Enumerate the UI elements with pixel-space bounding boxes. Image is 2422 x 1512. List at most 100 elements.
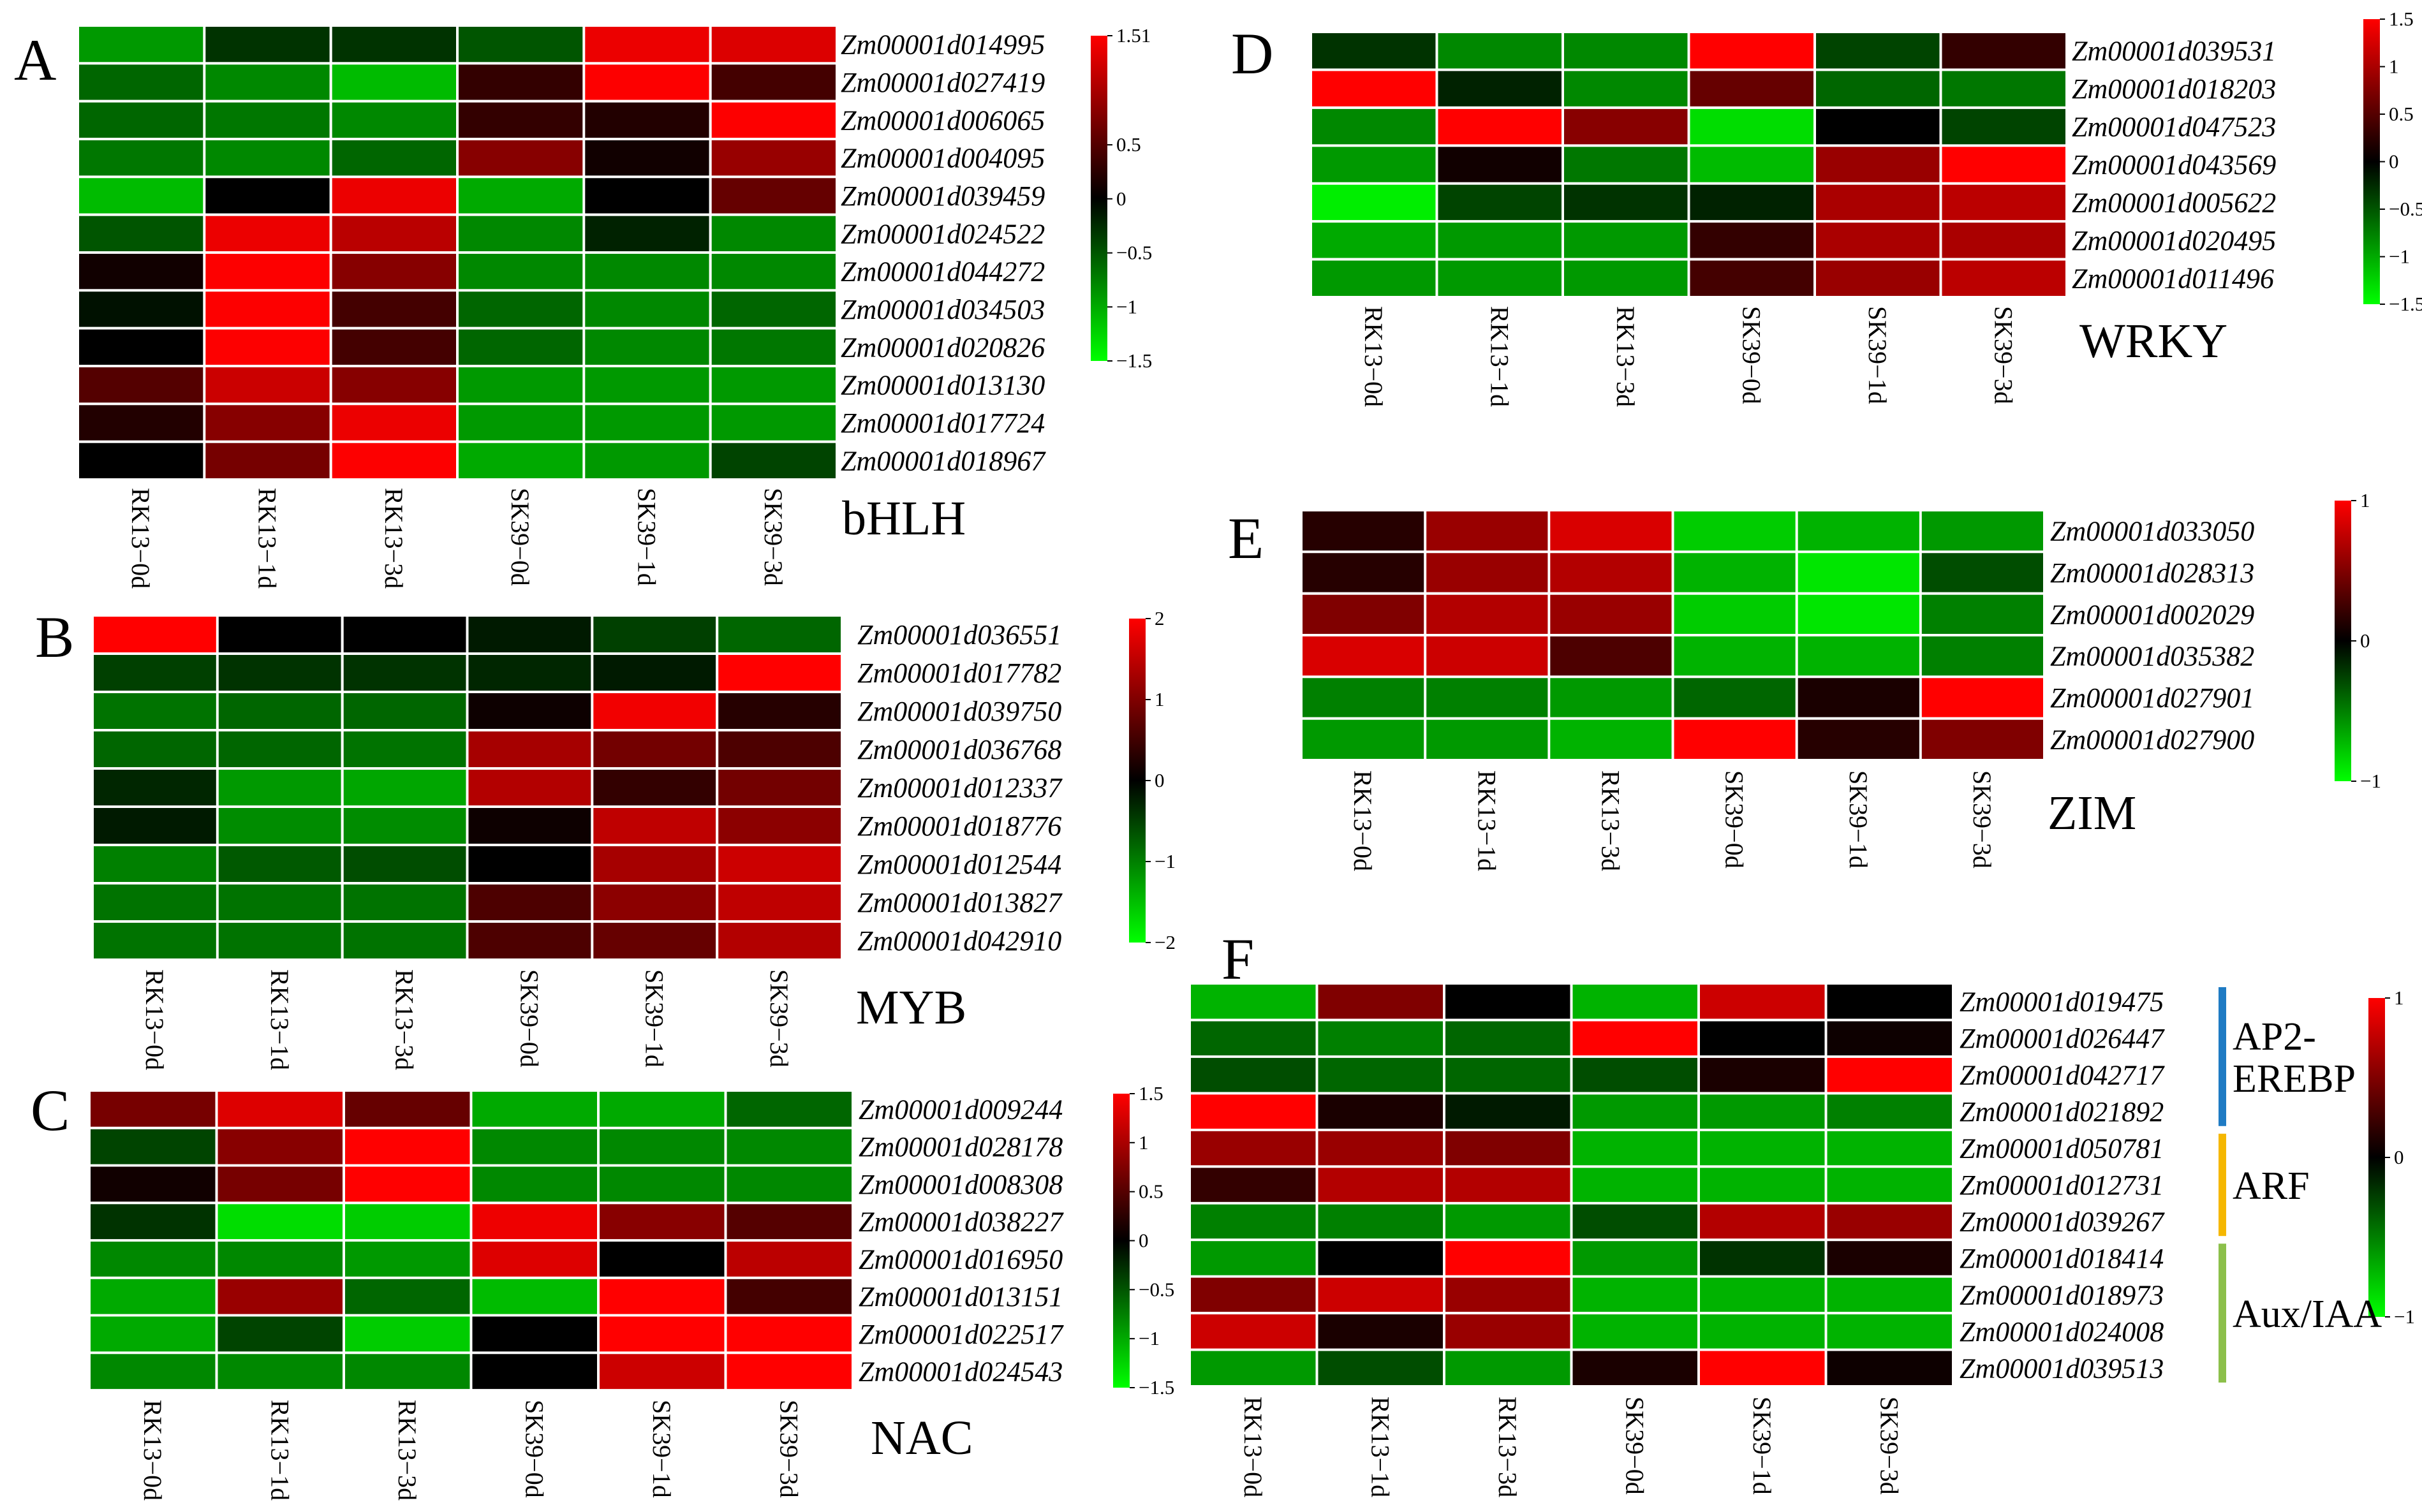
gene-label: Zm00001d043569 <box>2072 149 2276 180</box>
heatmap-cell <box>1445 1094 1570 1129</box>
heatmap-cell <box>1942 260 2065 296</box>
sample-label: SK39−1d <box>640 969 668 1068</box>
heatmap-cell <box>1303 719 1424 759</box>
sample-label: RK13−0d <box>126 488 155 589</box>
heatmap-cell <box>205 64 330 100</box>
gene-label: Zm00001d024543 <box>859 1356 1063 1388</box>
heatmap-cell <box>1700 1168 1825 1202</box>
heatmap-cell <box>205 102 330 138</box>
gene-label: Zm00001d034503 <box>841 294 1045 325</box>
heatmap-cell <box>1816 71 1940 106</box>
heatmap-cell <box>218 846 341 882</box>
heatmap-cell <box>472 1354 597 1390</box>
heatmap-cell <box>218 731 341 767</box>
heatmap-cell <box>345 1166 470 1202</box>
heatmap-cell <box>1318 1241 1443 1275</box>
color-scale-tick-label: −1 <box>1139 1327 1160 1349</box>
heatmap-cell <box>94 846 216 882</box>
heatmap-cell <box>1550 511 1672 551</box>
gene-label: Zm00001d018203 <box>2072 73 2276 105</box>
heatmap-cell <box>600 1092 725 1127</box>
heatmap-cell <box>345 1279 470 1314</box>
color-scale-tick-label: −1 <box>2360 770 2381 792</box>
heatmap-frame <box>1301 510 2044 760</box>
heatmap-cell <box>727 1242 852 1277</box>
heatmap-cell <box>1572 1241 1697 1275</box>
heatmap-cell <box>1572 1131 1697 1166</box>
heatmap-frame <box>89 1090 853 1390</box>
heatmap-panel-c: C Zm00001d009244 Zm00001d028178 Zm00001d008… <box>31 1078 1174 1501</box>
color-scale-tick-label: 0.5 <box>1116 133 1141 156</box>
heatmap-cell <box>332 329 456 365</box>
heatmap-cell <box>1318 1351 1443 1385</box>
gene-label: Zm00001d021892 <box>1960 1096 2164 1127</box>
heatmap-cell <box>1191 1021 1316 1055</box>
color-scale-tick-label: 1 <box>2394 987 2404 1009</box>
heatmap-cell <box>1318 1277 1443 1312</box>
heatmap-cell <box>1572 1314 1697 1349</box>
sample-label: RK13−1d <box>1472 770 1501 871</box>
heatmap-cell <box>1942 147 2065 182</box>
color-scale-bar <box>1113 1094 1130 1388</box>
heatmap-cell <box>343 923 466 958</box>
heatmap-cell <box>1690 260 1813 296</box>
color-scale-bar <box>2363 19 2380 304</box>
heatmap-cell <box>1921 594 2043 634</box>
heatmap-cell <box>205 443 330 478</box>
gene-label: Zm00001d047523 <box>2072 112 2276 143</box>
heatmap-cell <box>1438 71 1562 106</box>
gene-label: Zm00001d004095 <box>841 143 1045 174</box>
heatmap-cell <box>1700 1094 1825 1129</box>
heatmap-cell <box>218 1242 343 1277</box>
heatmap-cell <box>468 846 591 882</box>
heatmap-cell <box>593 617 716 652</box>
heatmap-cell <box>1550 678 1672 717</box>
heatmap-cell <box>1303 594 1424 634</box>
group-label: EREBP <box>2233 1057 2356 1101</box>
heatmap-cell <box>343 655 466 691</box>
heatmap-cell <box>1798 719 1919 759</box>
color-scale-tick-label: −1 <box>2389 246 2410 268</box>
heatmap-cell <box>205 27 330 62</box>
heatmap-cell <box>79 102 203 138</box>
heatmap-cell <box>585 329 709 365</box>
heatmap-cell <box>205 178 330 214</box>
panel-letter: D <box>1231 21 1273 86</box>
heatmap-cell <box>332 64 456 100</box>
heatmap-cell <box>600 1166 725 1202</box>
heatmap-cell <box>332 254 456 290</box>
family-title: WRKY <box>2079 314 2227 368</box>
heatmap-cell <box>1816 184 1940 221</box>
heatmap-cell <box>91 1242 216 1277</box>
heatmap-cell <box>1445 1131 1570 1166</box>
heatmap-cell <box>1921 553 2043 592</box>
heatmap-panel-f: F Zm00001d019475 Zm00001d026447 Zm00001d042… <box>1190 927 2415 1497</box>
heatmap-cell <box>1445 1204 1570 1239</box>
heatmap-cell <box>94 693 216 729</box>
heatmap-cell <box>1942 33 2065 69</box>
heatmap-cell <box>711 329 836 365</box>
heatmap-cell <box>1921 636 2043 676</box>
heatmap-cell <box>585 216 709 251</box>
heatmap-frame <box>78 26 837 480</box>
heatmap-cell <box>1674 594 1796 634</box>
heatmap-cell <box>1191 1094 1316 1129</box>
heatmap-cell <box>1572 1277 1697 1312</box>
gene-label: Zm00001d013130 <box>841 370 1045 401</box>
heatmap-cell <box>205 140 330 176</box>
heatmap-cell <box>472 1242 597 1277</box>
heatmap-cell <box>468 693 591 729</box>
heatmap-cell <box>1303 636 1424 676</box>
heatmap-cell <box>1674 719 1796 759</box>
heatmap-cell <box>79 367 203 403</box>
gene-label: Zm00001d044272 <box>841 256 1045 288</box>
heatmap-cell <box>718 846 841 882</box>
color-scale-tick-label: 0 <box>2389 150 2399 173</box>
heatmap-cell <box>711 405 836 441</box>
sample-label: RK13−0d <box>1348 770 1377 871</box>
gene-label: Zm00001d036768 <box>857 734 1061 765</box>
gene-label: Zm00001d018776 <box>857 811 1061 842</box>
color-scale: 1 0 −1 <box>2368 987 2415 1328</box>
heatmap-cell <box>468 617 591 652</box>
heatmap-cell <box>1438 147 1562 182</box>
